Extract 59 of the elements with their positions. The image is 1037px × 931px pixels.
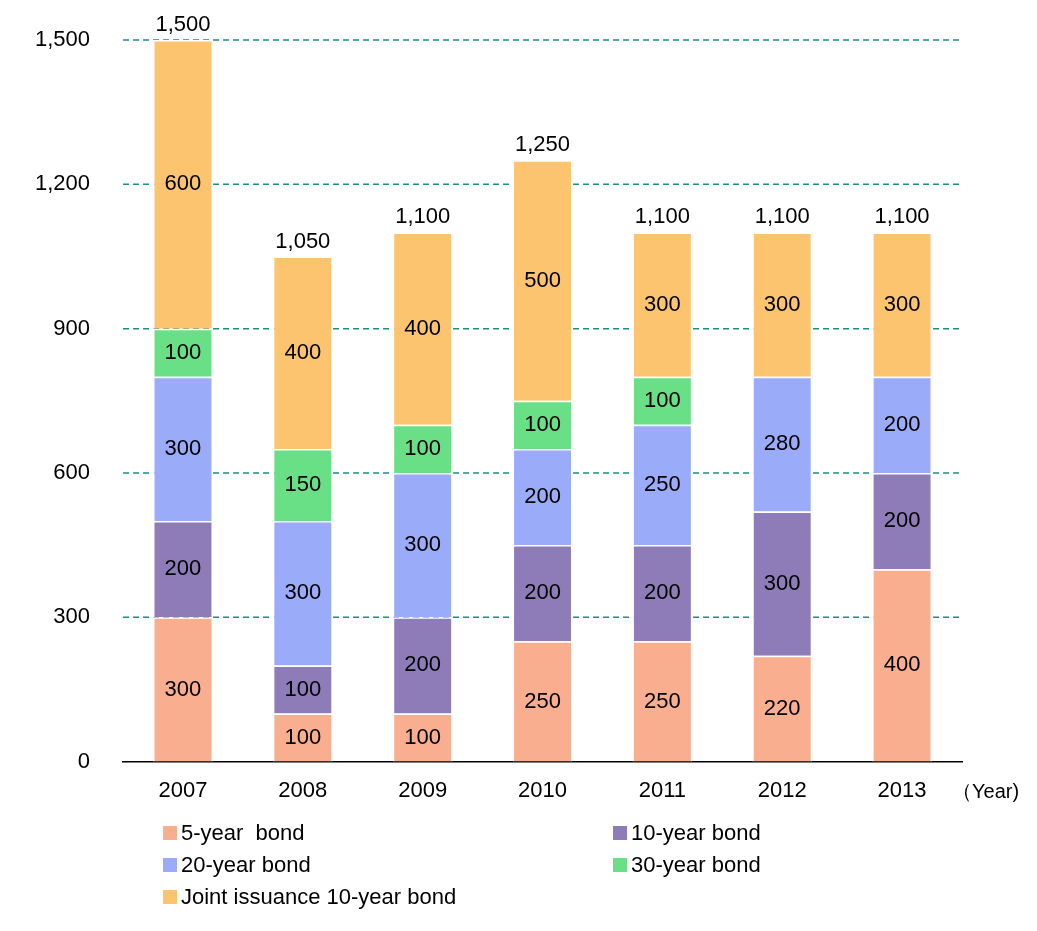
data-label: 600 — [164, 170, 202, 196]
data-label: 400 — [883, 651, 921, 677]
total-label: 1,500 — [155, 11, 211, 37]
data-label: 100 — [284, 675, 322, 701]
data-label: 400 — [284, 338, 322, 364]
legend-label: 10-year bond — [631, 820, 761, 846]
y-tick-label: 300 — [53, 603, 91, 629]
data-label: 300 — [763, 290, 801, 316]
data-label: 100 — [404, 723, 442, 749]
total-label: 1,100 — [874, 203, 930, 229]
y-tick-label: 600 — [53, 459, 91, 485]
x-tick-label: 2009 — [398, 776, 448, 802]
x-tick-label: 2007 — [158, 776, 208, 802]
total-label: 1,100 — [634, 203, 690, 229]
data-label: 200 — [404, 651, 442, 677]
data-label: 200 — [883, 507, 921, 533]
data-label: 150 — [284, 471, 322, 497]
data-label: 100 — [524, 410, 561, 436]
data-label: 500 — [524, 266, 561, 292]
data-label: 100 — [284, 723, 322, 749]
data-label: 200 — [644, 579, 681, 605]
y-tick-label: 0 — [77, 747, 91, 773]
data-label: 250 — [524, 687, 561, 713]
data-label: 280 — [763, 430, 801, 456]
data-label: 200 — [164, 555, 202, 581]
data-label: 200 — [883, 410, 921, 436]
data-label: 300 — [763, 569, 801, 595]
data-label: 300 — [164, 434, 202, 460]
legend-label: 5-year bond — [181, 820, 305, 846]
data-label: 400 — [404, 314, 442, 340]
data-label: 220 — [763, 694, 801, 720]
total-label: 1,250 — [515, 131, 571, 157]
data-label: 300 — [284, 579, 322, 605]
legend-label: 30-year bond — [631, 852, 761, 878]
x-tick-label: 2008 — [278, 776, 328, 802]
data-label: 250 — [644, 471, 681, 497]
data-label: 100 — [644, 386, 681, 412]
legend-label: Joint issuance 10-year bond — [181, 884, 457, 910]
data-label: 300 — [644, 290, 681, 316]
data-label: 300 — [404, 531, 442, 557]
legend-label: 20-year bond — [181, 852, 311, 878]
y-tick-label: 1,500 — [34, 26, 91, 52]
x-tick-label: 2010 — [518, 776, 567, 802]
data-label: 100 — [164, 338, 202, 364]
total-label: 1,100 — [754, 203, 810, 229]
x-axis-title: （Year) — [952, 779, 1020, 802]
data-label: 100 — [404, 434, 442, 460]
total-label: 1,100 — [395, 203, 451, 229]
data-label: 300 — [883, 290, 921, 316]
y-tick-label: 1,200 — [34, 170, 91, 196]
x-tick-label: 2013 — [877, 776, 927, 802]
y-tick-label: 900 — [53, 314, 91, 340]
total-label: 1,050 — [275, 227, 331, 253]
data-label: 200 — [524, 579, 561, 605]
data-label: 250 — [644, 687, 681, 713]
data-label: 300 — [164, 675, 202, 701]
data-label: 200 — [524, 483, 561, 509]
x-tick-label: 2012 — [757, 776, 807, 802]
x-tick-label: 2011 — [638, 776, 687, 802]
